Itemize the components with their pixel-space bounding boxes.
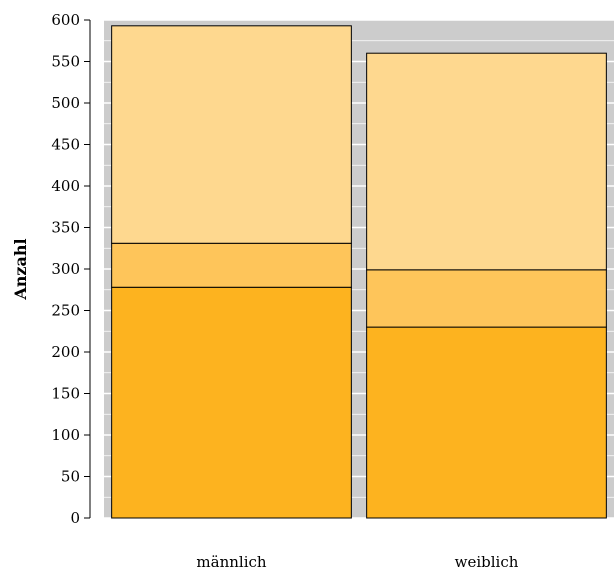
y-tick-label: 600 bbox=[51, 11, 80, 29]
y-tick-label: 550 bbox=[51, 53, 80, 71]
x-category-label: männlich bbox=[196, 553, 266, 571]
y-tick-label: 100 bbox=[51, 426, 80, 444]
y-tick-label: 250 bbox=[51, 302, 80, 320]
y-axis: 0 50 100 150 200 250 300 350 400 450 500 550 600 bbox=[51, 11, 91, 527]
y-tick-label: 350 bbox=[51, 219, 80, 237]
bar-segment bbox=[111, 25, 352, 244]
bar-segment bbox=[111, 286, 352, 519]
y-tick-label: 0 bbox=[70, 509, 80, 527]
x-category-label: weiblich bbox=[455, 553, 519, 571]
y-tick-label: 450 bbox=[51, 136, 80, 154]
x-axis-labels: männlich weiblich bbox=[196, 553, 518, 571]
y-tick-label: 400 bbox=[51, 177, 80, 195]
y-tick-label: 50 bbox=[61, 468, 80, 486]
y-tick-label: 150 bbox=[51, 385, 80, 403]
y-tick-label: 200 bbox=[51, 343, 80, 361]
y-tick-label: 500 bbox=[51, 94, 80, 112]
y-tick-label: 300 bbox=[51, 260, 80, 278]
bar-segment bbox=[366, 52, 607, 271]
bar-segment bbox=[111, 242, 352, 288]
bar-segment bbox=[366, 326, 607, 519]
y-axis-title: Anzahl bbox=[11, 238, 30, 300]
bar-segment bbox=[366, 269, 607, 328]
bars bbox=[111, 25, 607, 519]
